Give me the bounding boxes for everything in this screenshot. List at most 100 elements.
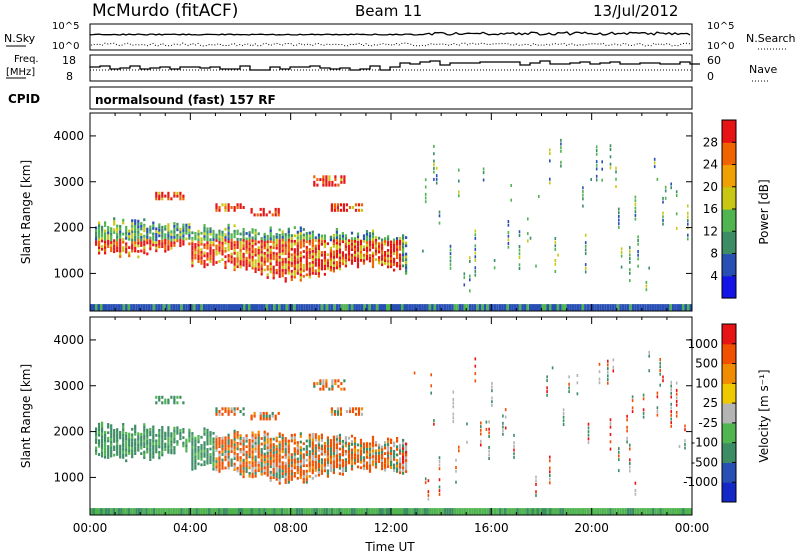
xtick-label: 00:00: [73, 521, 108, 535]
echo-cell: [305, 472, 308, 476]
echo-cell: [452, 412, 455, 416]
echo-cell: [368, 237, 372, 241]
ground-scatter-cell: [406, 304, 409, 311]
echo-cell: [149, 242, 152, 245]
ground-scatter-cell: [205, 304, 208, 311]
echo-cell: [332, 454, 335, 458]
echo-cell: [381, 252, 384, 256]
echo-cell: [344, 242, 347, 246]
echo-cell: [329, 260, 332, 264]
echo-cell: [185, 232, 188, 235]
echo-cell: [287, 238, 290, 242]
echo-cell: [200, 446, 203, 450]
echo-cell: [365, 450, 369, 454]
echo-cell: [248, 472, 251, 475]
echo-cell: [396, 448, 399, 451]
echo-cell: [233, 268, 236, 272]
echo-cell: [194, 256, 197, 260]
echo-cell: [272, 459, 275, 463]
ground-scatter-cell: [468, 304, 472, 311]
echo-cell: [458, 190, 460, 194]
echo-cell: [224, 444, 227, 448]
echo-cell: [107, 425, 110, 429]
echo-cell: [323, 466, 326, 470]
echo-cell: [314, 458, 317, 461]
echo-cell: [323, 256, 326, 260]
echo-cell: [469, 274, 471, 278]
echo-cell: [384, 259, 387, 262]
echo-cell: [350, 451, 354, 454]
echo-cell: [582, 186, 584, 190]
ground-scatter-cell: [110, 508, 113, 515]
echo-cell: [323, 250, 326, 254]
echo-cell: [360, 203, 364, 207]
cpid-frame: [89, 86, 693, 110]
echo-cell: [629, 257, 631, 261]
echo-cell: [275, 455, 278, 459]
ground-scatter-cell: [273, 508, 276, 515]
echo-cell: [371, 229, 375, 233]
echo-cell: [143, 442, 146, 446]
echo-cell: [164, 244, 167, 248]
echo-cell: [278, 228, 281, 232]
echo-cell: [629, 462, 631, 465]
echo-cell: [601, 178, 603, 182]
echo-cell: [287, 260, 290, 264]
echo-cell: [125, 434, 128, 438]
ground-scatter-cell: [654, 304, 657, 311]
echo-cell: [221, 407, 224, 411]
echo-cell: [215, 446, 218, 450]
ground-scatter-cell: [378, 304, 381, 311]
echo-cell: [347, 250, 351, 253]
echo-cell: [609, 162, 612, 166]
echo-cell: [368, 243, 372, 246]
echo-cell: [281, 464, 284, 467]
echo-cell: [334, 175, 337, 179]
echo-cell: [546, 375, 548, 379]
echo-cell: [239, 470, 242, 473]
echo-cell: [347, 442, 351, 446]
echo-cell: [161, 428, 164, 432]
echo-cell: [308, 469, 311, 473]
echo-cell: [344, 253, 347, 257]
ground-scatter-cell: [674, 508, 677, 515]
echo-cell: [155, 439, 158, 443]
echo-cell: [595, 149, 598, 153]
echo-cell: [311, 230, 314, 234]
ground-scatter-cell: [381, 304, 384, 311]
echo-cell: [146, 442, 149, 446]
ground-scatter-cell: [175, 508, 178, 515]
ground-scatter-cell: [644, 508, 647, 515]
echo-cell: [371, 435, 375, 439]
ground-scatter-cell: [187, 508, 191, 515]
echo-cell: [308, 455, 311, 459]
echo-cell: [360, 208, 364, 212]
echo-cell: [188, 236, 191, 240]
echo-cell: [341, 472, 344, 476]
colorbar-segment: [722, 324, 736, 345]
echo-cell: [626, 414, 628, 418]
echo-cell: [110, 429, 113, 433]
echo-cell: [170, 230, 173, 234]
ground-scatter-cell: [396, 304, 399, 311]
echo-cell: [684, 424, 686, 428]
echo-cell: [308, 272, 311, 276]
xaxis-label: Time UT: [364, 540, 415, 554]
echo-cell: [197, 251, 200, 255]
echo-cell: [305, 480, 308, 484]
echo-cell: [224, 410, 227, 413]
echo-cell: [233, 224, 236, 228]
echo-cell: [155, 447, 158, 451]
echo-cell: [221, 461, 224, 465]
echo-cell: [488, 427, 490, 431]
echo-cell: [332, 457, 335, 461]
ground-scatter-cell: [581, 304, 585, 311]
ground-scatter-cell: [641, 304, 645, 311]
echo-cell: [332, 441, 335, 444]
echo-cell: [137, 225, 140, 229]
echo-cell: [206, 442, 209, 446]
echo-cell: [323, 239, 326, 243]
echo-cell: [618, 218, 620, 222]
echo-cell: [122, 456, 125, 459]
ground-scatter-cell: [671, 508, 675, 515]
